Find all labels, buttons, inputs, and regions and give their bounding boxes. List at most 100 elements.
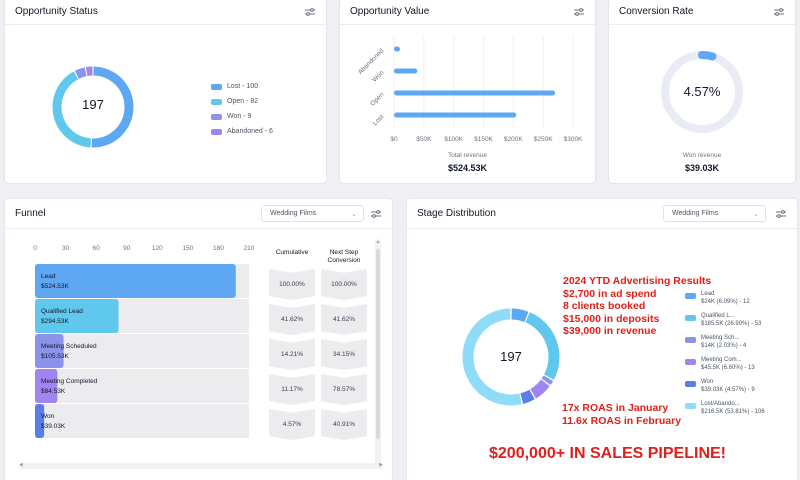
filter-icon[interactable] <box>370 209 382 219</box>
total-revenue-value: $524.53K <box>447 163 488 173</box>
card-title: Opportunity Status <box>15 6 98 17</box>
card-header: Opportunity Status <box>5 0 326 25</box>
x-tick-label: $100K <box>444 136 463 143</box>
legend-item[interactable]: Lost/Abando... $216.5K (53.81%) - 106 <box>685 400 765 422</box>
legend-item[interactable]: Lost - 100 <box>211 79 273 94</box>
y-category-label: Open <box>369 91 385 107</box>
total-revenue-label: Total revenue <box>447 152 488 159</box>
legend-text: Lead $24K (6.09%) - 12 <box>701 290 750 306</box>
filter-icon[interactable] <box>773 7 785 17</box>
funnel-pipeline-select[interactable]: Wedding Films ⌄ <box>261 205 364 222</box>
status-segment[interactable] <box>91 66 134 148</box>
roas-line: 17x ROAS in January <box>562 402 669 414</box>
stage-total: 197 <box>500 349 522 364</box>
value-bar[interactable] <box>394 90 556 96</box>
ad-results-line: $2,700 in ad spend <box>563 287 657 300</box>
filter-icon[interactable] <box>573 7 585 17</box>
legend-swatch <box>211 98 222 105</box>
status-segment[interactable] <box>85 66 93 77</box>
legend-swatch <box>211 113 222 120</box>
y-category-label: Lost <box>372 113 386 127</box>
legend-item[interactable]: Abandoned - 6 <box>211 124 273 139</box>
legend-detail: $24K (6.09%) - 12 <box>701 299 750 305</box>
funnel-bar[interactable] <box>35 299 119 333</box>
filter-icon[interactable] <box>775 209 787 219</box>
legend-swatch <box>685 337 696 343</box>
card-header: Funnel <box>5 199 392 229</box>
stage-segment[interactable] <box>520 389 535 404</box>
opportunity-status-card: Opportunity Status 197 Lost - 100 Open - … <box>4 0 327 184</box>
roas-line: 11.6x ROAS in February <box>562 415 682 427</box>
legend-detail: $14K (2.03%) - 4 <box>701 343 747 349</box>
legend-text: Meeting Com... $45.5K (6.60%) - 13 <box>701 356 755 372</box>
value-bar[interactable] <box>394 112 517 118</box>
funnel-stage-amount: $105.53K <box>41 353 69 360</box>
funnel-row-track <box>35 334 249 368</box>
cumulative-cell: 100.00% <box>269 269 315 300</box>
funnel-stage-name: Won <box>41 413 55 420</box>
scroll-right-arrow[interactable]: ▶ <box>379 462 383 468</box>
legend-item[interactable]: Meeting Sch... $14K (2.03%) - 4 <box>685 334 765 356</box>
legend-item[interactable]: Won $39.03K (4.57%) - 9 <box>685 378 765 400</box>
legend-swatch <box>685 359 696 365</box>
legend-detail: $45.5K (6.60%) - 13 <box>701 365 755 371</box>
legend-item[interactable]: Lead $24K (6.09%) - 12 <box>685 290 765 312</box>
next-step-header: Next Step Conversion <box>327 249 361 264</box>
status-segment[interactable] <box>74 67 87 79</box>
filter-icon[interactable] <box>304 7 316 17</box>
legend-name: Lead <box>701 291 715 297</box>
stage-segment[interactable] <box>462 308 522 406</box>
funnel-stage-amount: $294.53K <box>41 318 69 325</box>
stage-pipeline-select[interactable]: Wedding Films ⌄ <box>663 205 766 222</box>
cumulative-cell: 4.57% <box>269 409 315 440</box>
scroll-left-arrow[interactable]: ◀ <box>19 462 23 468</box>
status-legend: Lost - 100 Open - 82 Won - 9 Abandoned - 6 <box>211 79 273 139</box>
legend-item[interactable]: Meeting Com... $45.5K (6.60%) - 13 <box>685 356 765 378</box>
axis-tick-label: 180 <box>213 245 224 252</box>
legend-name: Qualified L... <box>701 313 735 319</box>
legend-detail: $39.03K (4.57%) - 9 <box>701 387 755 393</box>
legend-name: Meeting Sch... <box>701 335 740 341</box>
next-step-cell: 40.91% <box>321 409 367 440</box>
status-total: 197 <box>82 97 104 112</box>
funnel-bar[interactable] <box>35 264 236 298</box>
stage-segment[interactable] <box>541 375 554 385</box>
ad-results-line: 2024 YTD Advertising Results <box>563 275 712 287</box>
axis-tick-label: 0 <box>33 245 37 252</box>
legend-swatch <box>685 315 696 321</box>
gauge-fill <box>698 51 717 61</box>
stage-select-value: Wedding Films <box>672 210 719 217</box>
funnel-row-track <box>35 369 249 403</box>
roas-overlay: 17x ROAS in January 11.6x ROAS in Februar… <box>562 402 681 428</box>
x-tick-label: $150K <box>474 136 493 143</box>
funnel-horizontal-scrollbar[interactable]: ◀ ▶ <box>19 462 383 469</box>
funnel-bar[interactable] <box>35 334 64 368</box>
legend-item[interactable]: Open - 82 <box>211 94 273 109</box>
stage-segment[interactable] <box>511 308 529 323</box>
legend-text: Qualified L... $185.5K (26.90%) - 53 <box>701 312 761 328</box>
card-title: Stage Distribution <box>417 208 496 219</box>
scroll-thumb[interactable] <box>376 249 380 439</box>
funnel-bar[interactable] <box>35 404 45 438</box>
funnel-bar[interactable] <box>35 369 58 403</box>
value-bar[interactable] <box>394 46 400 52</box>
sales-pipeline-banner: $200,000+ IN SALES PIPELINE! <box>489 445 726 462</box>
ad-results-overlay: 2024 YTD Advertising Results $2,700 in ad… <box>563 275 711 338</box>
scroll-up-arrow[interactable]: ▲ <box>375 239 381 245</box>
next-step-cell: 78.57% <box>321 374 367 405</box>
funnel-scrollbar[interactable]: ▲ <box>375 239 381 465</box>
legend-item[interactable]: Won - 9 <box>211 109 273 124</box>
legend-name: Won <box>701 379 714 385</box>
status-segment[interactable] <box>52 71 92 148</box>
stage-legend: Lead $24K (6.09%) - 12 Qualified L... $185.… <box>685 290 765 422</box>
opportunity-value-bar-chart: $0 $50K $100K $150K $200K $250K $300KAbandoned… <box>357 35 583 143</box>
value-bar[interactable] <box>394 68 418 74</box>
next-step-cell: 34.15% <box>321 339 367 370</box>
legend-text: Meeting Sch... $14K (2.03%) - 4 <box>701 334 746 350</box>
cumulative-cell: 14.21% <box>269 339 315 370</box>
conversion-rate-value: 4.57% <box>683 84 721 99</box>
legend-item[interactable]: Qualified L... $185.5K (26.90%) - 53 <box>685 312 765 334</box>
stage-segment[interactable] <box>530 379 550 399</box>
legend-swatch <box>685 403 696 409</box>
stage-segment[interactable] <box>525 312 560 380</box>
